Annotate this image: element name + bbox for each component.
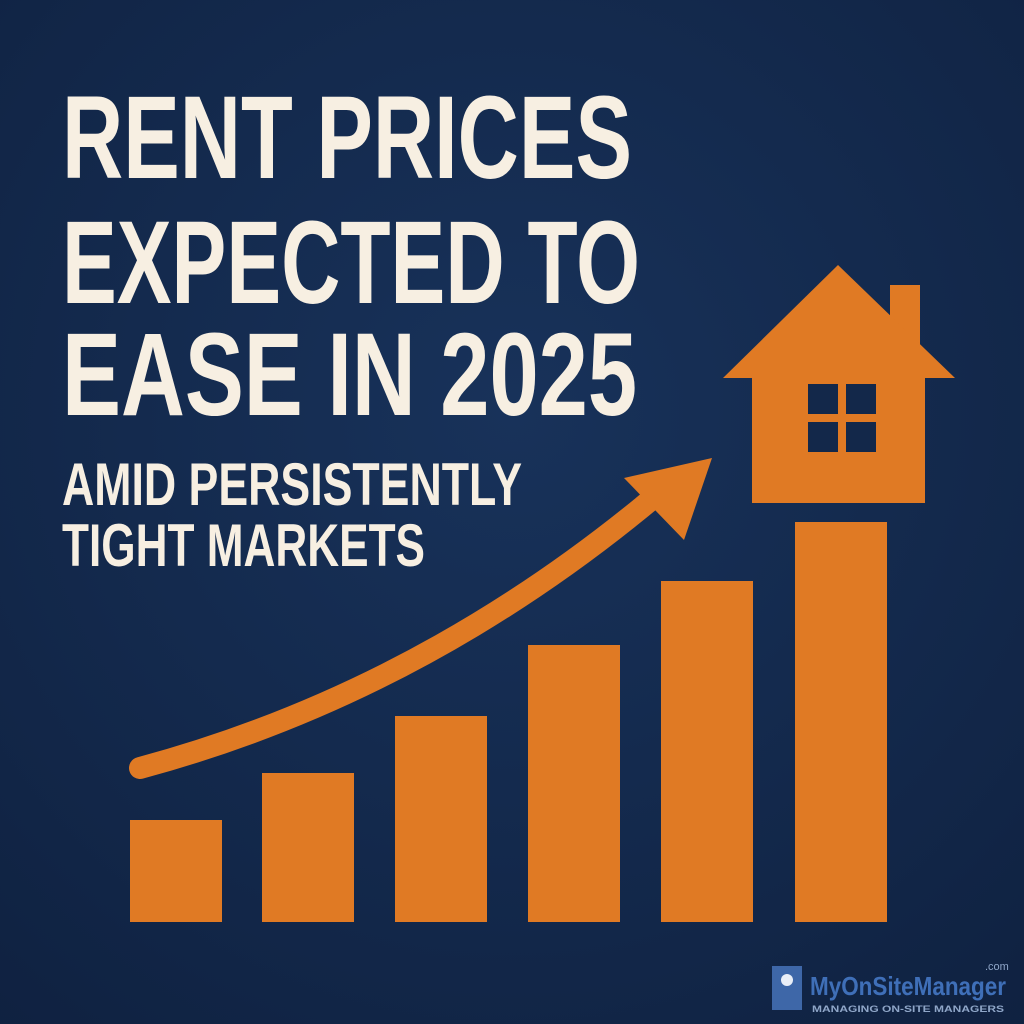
bar <box>395 716 487 922</box>
logo-name: MyOnSiteManager <box>810 971 1006 1001</box>
bar <box>130 820 222 922</box>
logo-icon <box>772 966 802 1010</box>
house <box>723 265 955 503</box>
logo-tagline: MANAGING ON-SITE MANAGERS <box>812 1004 1004 1014</box>
bar <box>795 522 887 922</box>
bar <box>262 773 354 922</box>
logo-icon-head <box>781 974 793 986</box>
trend-arrow <box>129 471 683 779</box>
arrow-head <box>624 458 712 540</box>
logo-suffix: .com <box>985 961 1009 973</box>
headline-line: EXPECTED TO <box>62 197 640 329</box>
roof <box>723 265 955 378</box>
subheadline-line: TIGHT MARKETS <box>62 512 425 579</box>
logo: MyOnSiteManager .com MANAGING ON-SITE MA… <box>772 961 1009 1014</box>
subheadline-line: AMID PERSISTENTLY <box>62 451 522 518</box>
headline-line: RENT PRICES <box>62 72 632 204</box>
bars <box>130 522 887 922</box>
window-bar <box>808 414 876 422</box>
bar <box>528 645 620 922</box>
headline-line: EASE IN 2025 <box>62 309 637 441</box>
bar <box>661 581 753 922</box>
